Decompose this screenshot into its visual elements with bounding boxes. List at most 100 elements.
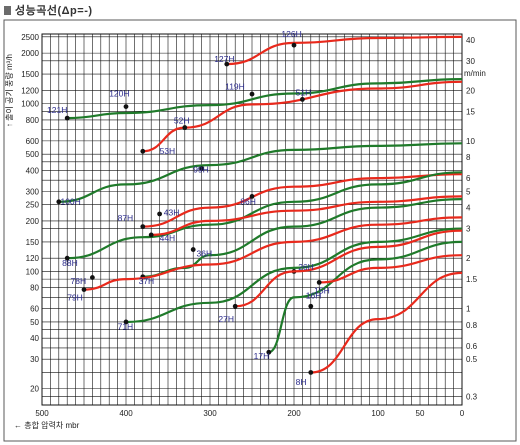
y2-tick-label: 0.6: [466, 342, 478, 351]
model-label-15H: 15H: [314, 285, 330, 295]
marker-51H: [182, 125, 188, 130]
model-label-27H: 27H: [218, 314, 234, 324]
model-label-78H: 78H: [71, 276, 87, 286]
model-label-71H: 71H: [118, 322, 134, 332]
y-tick-label: 150: [26, 238, 40, 247]
curve-27H: [235, 229, 463, 308]
curve-78H: [83, 216, 463, 291]
marker-26H: [123, 319, 129, 325]
y2-tick-label: 8: [466, 153, 471, 162]
y-tick-label: 800: [26, 116, 40, 125]
curve-26H: [125, 227, 463, 324]
curve-121H: [67, 78, 463, 120]
y-tick-label: 120: [26, 254, 40, 263]
x-tick-label: 500: [35, 409, 49, 418]
marker-78H: [90, 275, 95, 280]
model-label-100H: 100H: [60, 197, 80, 207]
y2-tick-label: 5: [466, 187, 471, 196]
chart-title: 성능곡선(Δp=-): [15, 5, 93, 17]
curve-44H: [151, 195, 463, 236]
model-label-126H: 126H: [281, 29, 301, 39]
y-tick-label: 100: [26, 267, 40, 276]
y-tick-label: 200: [26, 217, 40, 226]
y2-tick-label: 1: [466, 305, 471, 314]
model-label-51H: 51H: [296, 87, 312, 97]
marker-78H: [81, 287, 87, 292]
marker-51H: [300, 96, 305, 102]
marker-16H: [266, 349, 272, 355]
marker-126H: [224, 61, 230, 67]
y-tick-label: 2500: [21, 33, 39, 42]
y2-tick-label: 30: [466, 57, 475, 66]
x-tick-label: 100: [371, 409, 385, 418]
x-tick-label: 200: [287, 409, 301, 418]
model-label-87H: 87H: [118, 213, 134, 223]
plot-border: [41, 33, 463, 406]
y-tick-label: 250: [26, 201, 40, 210]
y-tick-label: 80: [30, 284, 39, 293]
model-label-44H: 44H: [160, 233, 176, 243]
model-label-127H: 127H: [214, 54, 234, 64]
model-label-121H: 121H: [47, 105, 67, 115]
marker-8H: [308, 370, 314, 375]
marker-16H: [308, 303, 314, 309]
y-tick-label: 300: [26, 187, 40, 196]
marker-15H: [316, 280, 322, 285]
y2-tick-label: 2: [466, 254, 471, 263]
marker-27H: [232, 303, 238, 309]
curve-51H: [142, 80, 463, 153]
marker-121H: [64, 115, 70, 121]
marker-88H: [157, 211, 163, 217]
curve-16H: [268, 240, 463, 354]
y2-axis-title: m/min: [464, 69, 486, 78]
marker-87H: [140, 224, 146, 230]
model-label-16H: 16H: [306, 290, 322, 300]
marker-100H: [199, 166, 205, 172]
marker-88H: [64, 255, 70, 261]
model-label-52H: 52H: [174, 116, 190, 126]
y2-tick-label: 10: [466, 137, 475, 146]
y2-tick-label: 6: [466, 174, 471, 183]
y-tick-label: 30: [30, 355, 39, 364]
y2-tick-label: 0.5: [466, 355, 478, 364]
model-label-26H: 26H: [298, 262, 314, 272]
marker-100H: [56, 199, 62, 205]
model-label-8H: 8H: [296, 377, 307, 387]
y2-tick-label: 0.3: [466, 392, 478, 401]
y-tick-label: 20: [30, 385, 39, 394]
y2-tick-label: 0.8: [466, 321, 478, 330]
marker-126H: [291, 42, 297, 48]
y-tick-label: 1200: [21, 86, 39, 95]
marker-36H: [190, 247, 196, 252]
y-tick-label: 600: [26, 137, 40, 146]
model-label-120H: 120H: [109, 89, 129, 99]
y-tick-label: 40: [30, 334, 39, 343]
x-axis-title: ← 총합 압력차 mbr: [14, 420, 80, 430]
y2-tick-label: 1.5: [466, 275, 478, 284]
y-tick-label: 50: [30, 318, 39, 327]
y-tick-label: 1000: [21, 100, 39, 109]
y2-tick-label: 40: [466, 36, 475, 45]
model-label-86H: 86H: [240, 197, 256, 207]
y-tick-label: 60: [30, 305, 39, 314]
curve-126H: [226, 35, 463, 66]
x-tick-label: 0: [460, 409, 465, 418]
x-tick-label: 50: [416, 409, 425, 418]
y-axis-title: ↑ 출이 공기 풍량 m³/h: [4, 54, 14, 127]
curve-8H: [310, 271, 463, 374]
title-marker-icon: [4, 5, 11, 15]
x-tick-label: 300: [203, 409, 217, 418]
marker-121H: [123, 104, 129, 110]
y-tick-label: 400: [26, 166, 40, 175]
y2-tick-label: 15: [466, 107, 475, 116]
model-label-36H: 36H: [197, 248, 213, 258]
curve-88H: [67, 171, 463, 260]
curve-87H: [142, 173, 463, 228]
marker-87H: [249, 194, 255, 199]
model-label-79H: 79H: [67, 293, 83, 303]
model-label-37H: 37H: [139, 276, 155, 286]
y-tick-label: 2000: [21, 49, 39, 58]
marker-121H: [249, 91, 255, 97]
